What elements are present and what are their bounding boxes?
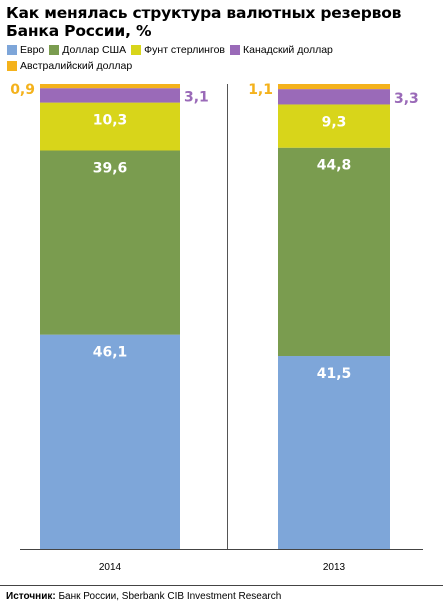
legend-item-2: Фунт стерлингов [131, 43, 225, 57]
legend-item-0: Евро [7, 43, 44, 57]
bar-2013-1 [278, 147, 390, 357]
bar-2014-0 [40, 334, 180, 549]
bar-2014-2 [40, 102, 180, 151]
data-label-2013-2: 9,3 [322, 114, 347, 130]
bar-2014-3 [40, 88, 180, 103]
legend-swatch-2 [131, 45, 142, 55]
bar-2014-4 [40, 84, 180, 89]
data-label-2014-0: 46,1 [93, 345, 128, 361]
bar-2013-2 [278, 104, 390, 148]
category-label-2014: 2014 [99, 562, 122, 573]
legend-item-3: Канадский доллар [230, 43, 333, 57]
source-text: Банк России, Sberbank CIB Investment Res… [58, 591, 282, 602]
data-label-2014-4: 0,9 [10, 82, 35, 98]
legend-label-4: Австралийский доллар [20, 60, 133, 72]
legend-swatch-3 [230, 45, 240, 55]
source-note: Источник: Банк России, Sberbank CIB Inve… [6, 591, 281, 602]
legend-label-2: Фунт стерлингов [144, 44, 225, 56]
legend-label-1: Доллар США [62, 44, 127, 56]
source-label: Источник: [6, 591, 56, 602]
chart-title: Как менялась структура валютных резервов… [6, 4, 402, 40]
chart-legend: Евро Доллар США Фунт стерлингов Канадский д… [7, 43, 439, 75]
data-label-2013-3: 3,3 [394, 91, 419, 107]
data-label-2013-1: 44,8 [317, 158, 352, 174]
legend-label-0: Евро [20, 44, 45, 56]
data-label-2013-4: 1,1 [248, 82, 273, 98]
category-label-2013: 2013 [323, 562, 346, 573]
data-label-2014-1: 39,6 [93, 160, 128, 176]
bar-2013-4 [278, 84, 390, 90]
legend-swatch-4 [7, 61, 17, 71]
bar-2014-1 [40, 150, 180, 335]
data-label-2014-2: 10,3 [93, 113, 128, 129]
legend-label-3: Канадский доллар [243, 44, 333, 56]
legend-swatch-1 [49, 45, 60, 55]
data-label-2013-0: 41,5 [317, 366, 352, 382]
legend-item-4: Австралийский доллар [7, 59, 132, 73]
bar-2013-3 [278, 89, 390, 105]
data-label-2014-3: 3,1 [184, 89, 209, 105]
bar-2013-0 [278, 356, 390, 549]
legend-item-1: Доллар США [49, 43, 126, 57]
legend-swatch-0 [7, 45, 17, 55]
